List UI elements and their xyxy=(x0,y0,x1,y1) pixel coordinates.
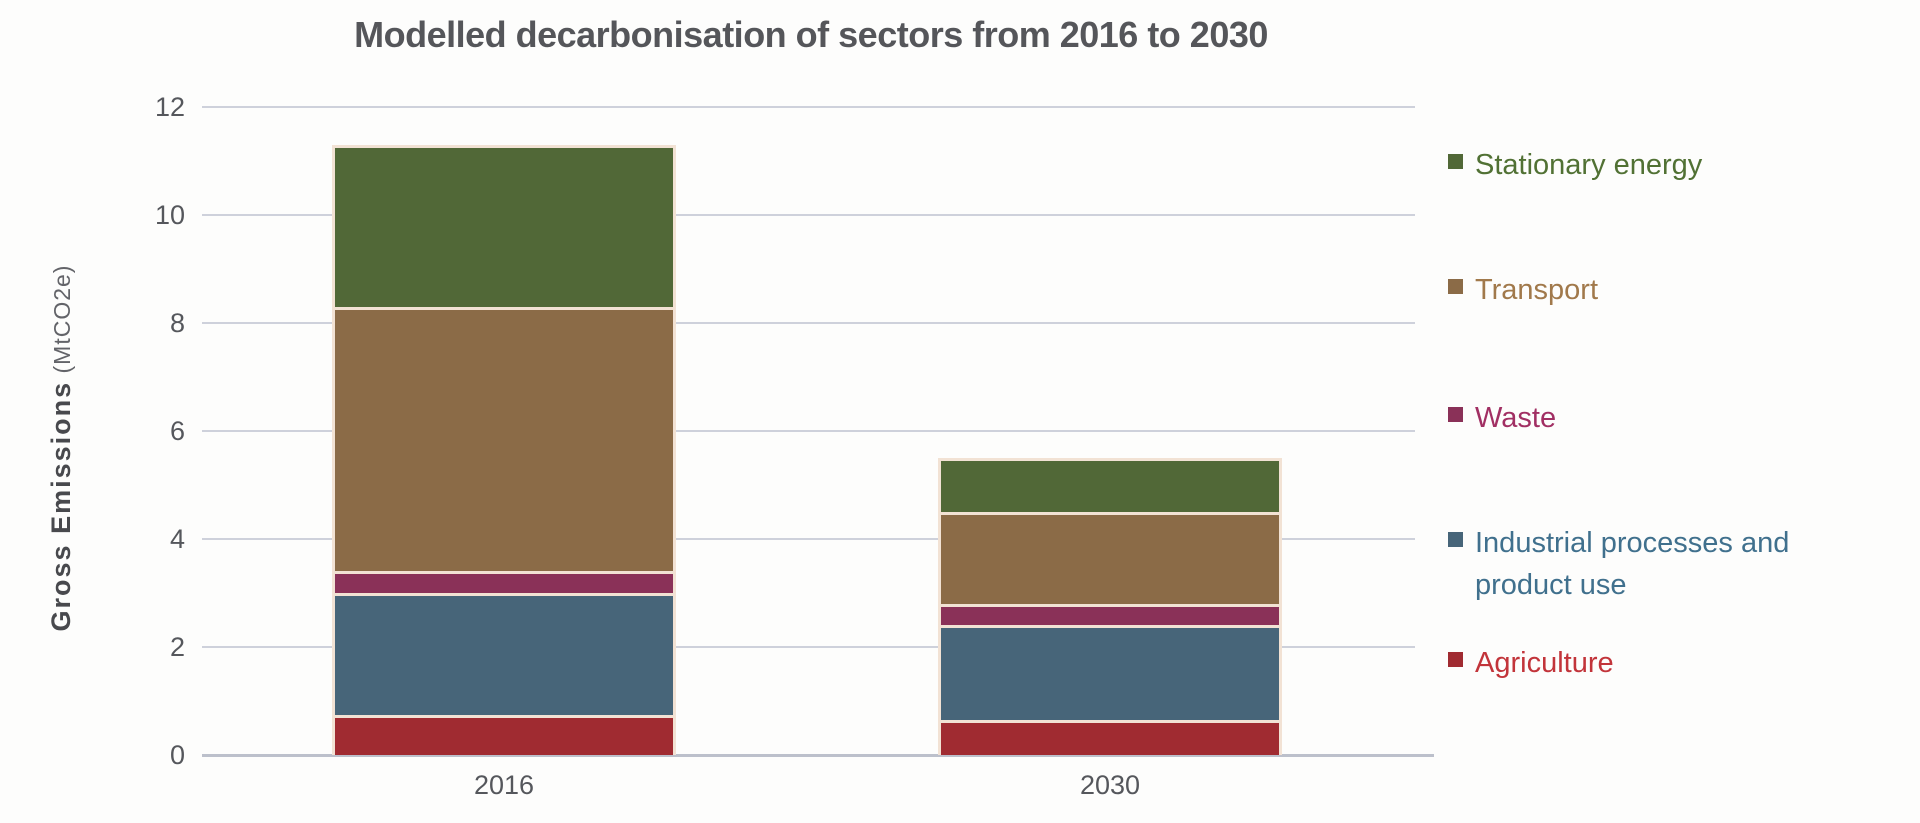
legend-label: Transport xyxy=(1475,274,1599,306)
bar-segment-2016-transport xyxy=(332,306,676,572)
legend-item-waste: Waste xyxy=(1448,397,1835,439)
bar-segment-2030-transport xyxy=(938,512,1282,604)
y-tick-label-0: 0 xyxy=(169,740,185,770)
bar-segment-2030-industrial-processes-and-product-use xyxy=(938,625,1282,720)
bar-segment-2016-stationary-energy xyxy=(332,144,676,307)
y-tick-label-2: 2 xyxy=(169,632,185,662)
legend-swatch-icon xyxy=(1448,652,1463,667)
chart-title: Modelled decarbonisation of sectors from… xyxy=(354,14,1268,55)
y-tick-label-10: 10 xyxy=(154,200,185,230)
legend-swatch-icon xyxy=(1448,407,1463,422)
legend-swatch-icon xyxy=(1448,532,1463,547)
gridline-6 xyxy=(202,430,1415,432)
y-tick-label-6: 6 xyxy=(169,416,185,446)
gridline-2 xyxy=(202,646,1415,648)
bar-segment-2030-waste xyxy=(938,603,1282,626)
legend-swatch-icon xyxy=(1448,154,1463,169)
x-axis-line xyxy=(202,754,1434,757)
bar-segment-2030-agriculture xyxy=(938,719,1282,755)
legend-label: Agriculture xyxy=(1475,647,1614,679)
legend-item-agriculture: Agriculture xyxy=(1448,642,1835,684)
gridline-4 xyxy=(202,538,1415,540)
legend-item-industrial-processes-and-product-use: Industrial processes and product use xyxy=(1448,522,1835,606)
legend-item-transport: Transport xyxy=(1448,269,1835,311)
x-tick-label-2016: 2016 xyxy=(473,770,535,800)
y-tick-label-12: 12 xyxy=(154,92,185,122)
bar-segment-2016-agriculture xyxy=(332,714,676,755)
bar-segment-2030-stationary-energy xyxy=(938,458,1282,512)
y-tick-label-8: 8 xyxy=(169,308,185,338)
y-tick-label-4: 4 xyxy=(169,524,185,554)
stacked-bar-2016 xyxy=(332,0,676,755)
legend-label: Stationary energy xyxy=(1475,149,1703,181)
legend-label: Industrial processes and product use xyxy=(1475,527,1790,601)
gridline-8 xyxy=(202,322,1415,324)
bar-segment-2016-waste xyxy=(332,571,676,593)
legend-swatch-icon xyxy=(1448,279,1463,294)
x-tick-label-2030: 2030 xyxy=(1079,770,1141,800)
stacked-bar-2030 xyxy=(938,0,1282,755)
legend-label: Waste xyxy=(1475,402,1557,434)
legend-item-stationary-energy: Stationary energy xyxy=(1448,144,1835,186)
gridline-12 xyxy=(202,106,1415,108)
gridline-10 xyxy=(202,214,1415,216)
bar-segment-2016-industrial-processes-and-product-use xyxy=(332,593,676,715)
